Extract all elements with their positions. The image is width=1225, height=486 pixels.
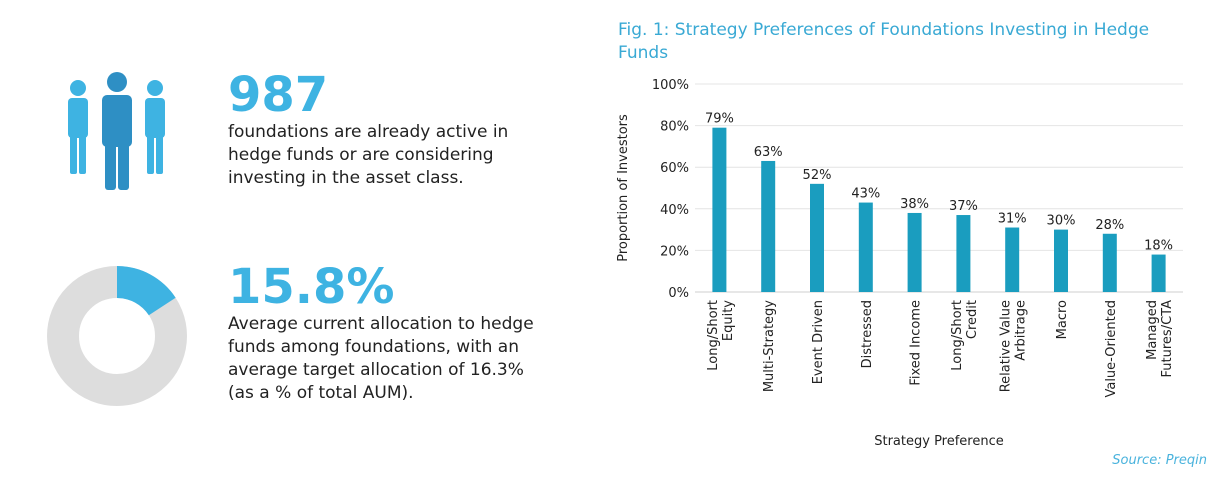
y-axis-label: Proportion of Investors — [616, 114, 631, 262]
y-tick-label: 20% — [660, 244, 689, 259]
bar-value-label: 30% — [1047, 214, 1076, 229]
x-tick-label-line: Relative Value — [999, 300, 1014, 392]
bar-value-label: 43% — [851, 187, 880, 202]
x-axis-label: Strategy Preference — [874, 434, 1004, 449]
donut-chart-icon — [45, 264, 189, 408]
bar — [761, 160, 776, 292]
bar — [810, 183, 824, 292]
x-tick-label-line: Long/Short — [950, 300, 965, 371]
bar-value-label: 79% — [705, 112, 734, 127]
x-tick-label-line: Multi-Strategy — [762, 300, 777, 392]
x-tick-label: Distressed — [860, 300, 875, 368]
x-tick-label-line: Equity — [721, 300, 736, 341]
stat-line: average target allocation of 16.3% — [228, 360, 524, 380]
x-tick-label-line: Distressed — [860, 300, 875, 368]
bar — [1005, 227, 1020, 292]
bar-value-label: 52% — [803, 168, 832, 183]
x-tick-label-line: Event Driven — [811, 300, 826, 384]
y-tick-label: 100% — [652, 78, 689, 93]
bar-value-label: 31% — [998, 212, 1027, 227]
x-tick-label-line: Futures/CTA — [1160, 300, 1175, 378]
x-tick-label: Long/Short Equity — [706, 300, 736, 371]
chart-source: Source: Preqin — [1112, 453, 1207, 468]
x-tick-label-line: Managed — [1145, 300, 1160, 360]
x-tick-label-line: Arbitrage — [1014, 300, 1029, 361]
stat-line: (as a % of total AUM). — [228, 383, 414, 403]
x-tick-label: Fixed Income — [909, 300, 924, 386]
chart-title-line: Fig. 1: Strategy Preferences of Foundati… — [618, 20, 1150, 40]
chart-title-line: Funds — [618, 43, 669, 63]
x-tick-label: Managed Futures/CTA — [1145, 300, 1175, 378]
bar-chart: 0% 20% 40% 60% 80% 100% Proportion of Investor… — [616, 78, 1183, 449]
y-tick-label: 60% — [660, 161, 689, 176]
stat-line: foundations are already active in — [228, 122, 509, 142]
x-tick-label-line: Value-Oriented — [1104, 300, 1119, 398]
x-tick-label: Multi-Strategy — [762, 300, 777, 392]
bar — [858, 202, 873, 292]
bar — [1054, 229, 1068, 292]
stat-description-foundations: foundations are already active in hedge … — [228, 121, 548, 190]
y-tick-label: 40% — [660, 203, 689, 218]
stat-value-foundations: 987 — [228, 67, 329, 123]
x-tick-label-line: Macro — [1055, 300, 1070, 339]
bar — [1102, 233, 1117, 292]
bar-value-label: 63% — [754, 145, 783, 160]
bar — [712, 127, 727, 293]
chart-title: Fig. 1: Strategy Preferences of Foundati… — [618, 19, 1198, 65]
stat-value-allocation: 15.8% — [228, 259, 395, 315]
y-tick-label: 80% — [660, 120, 689, 135]
stat-line: investing in the asset class. — [228, 168, 464, 188]
stat-line: funds among foundations, with an — [228, 337, 519, 357]
people-icon — [60, 68, 178, 194]
x-tick-label: Value-Oriented — [1104, 300, 1119, 398]
x-tick-label: Relative Value Arbitrage — [999, 300, 1029, 392]
bar — [907, 212, 922, 292]
bar-value-label: 28% — [1095, 218, 1124, 233]
stat-description-allocation: Average current allocation to hedge fund… — [228, 313, 568, 405]
bar-value-label: 18% — [1144, 239, 1173, 254]
x-tick-label-line: Fixed Income — [909, 300, 924, 386]
donut-highlight-slice — [117, 266, 176, 316]
bar — [1151, 254, 1166, 292]
x-tick-label: Long/Short Credit — [950, 300, 980, 371]
x-tick-label-line: Long/Short — [706, 300, 721, 371]
stat-line: Average current allocation to hedge — [228, 314, 534, 334]
x-tick-label: Macro — [1055, 300, 1070, 339]
bar-value-label: 38% — [900, 197, 929, 212]
x-tick-label-line: Credit — [965, 300, 980, 339]
x-tick-label: Event Driven — [811, 300, 826, 384]
stat-line: hedge funds or are considering — [228, 145, 494, 165]
bar — [956, 215, 971, 292]
y-tick-label: 0% — [668, 286, 689, 301]
bar-value-label: 37% — [949, 199, 978, 214]
